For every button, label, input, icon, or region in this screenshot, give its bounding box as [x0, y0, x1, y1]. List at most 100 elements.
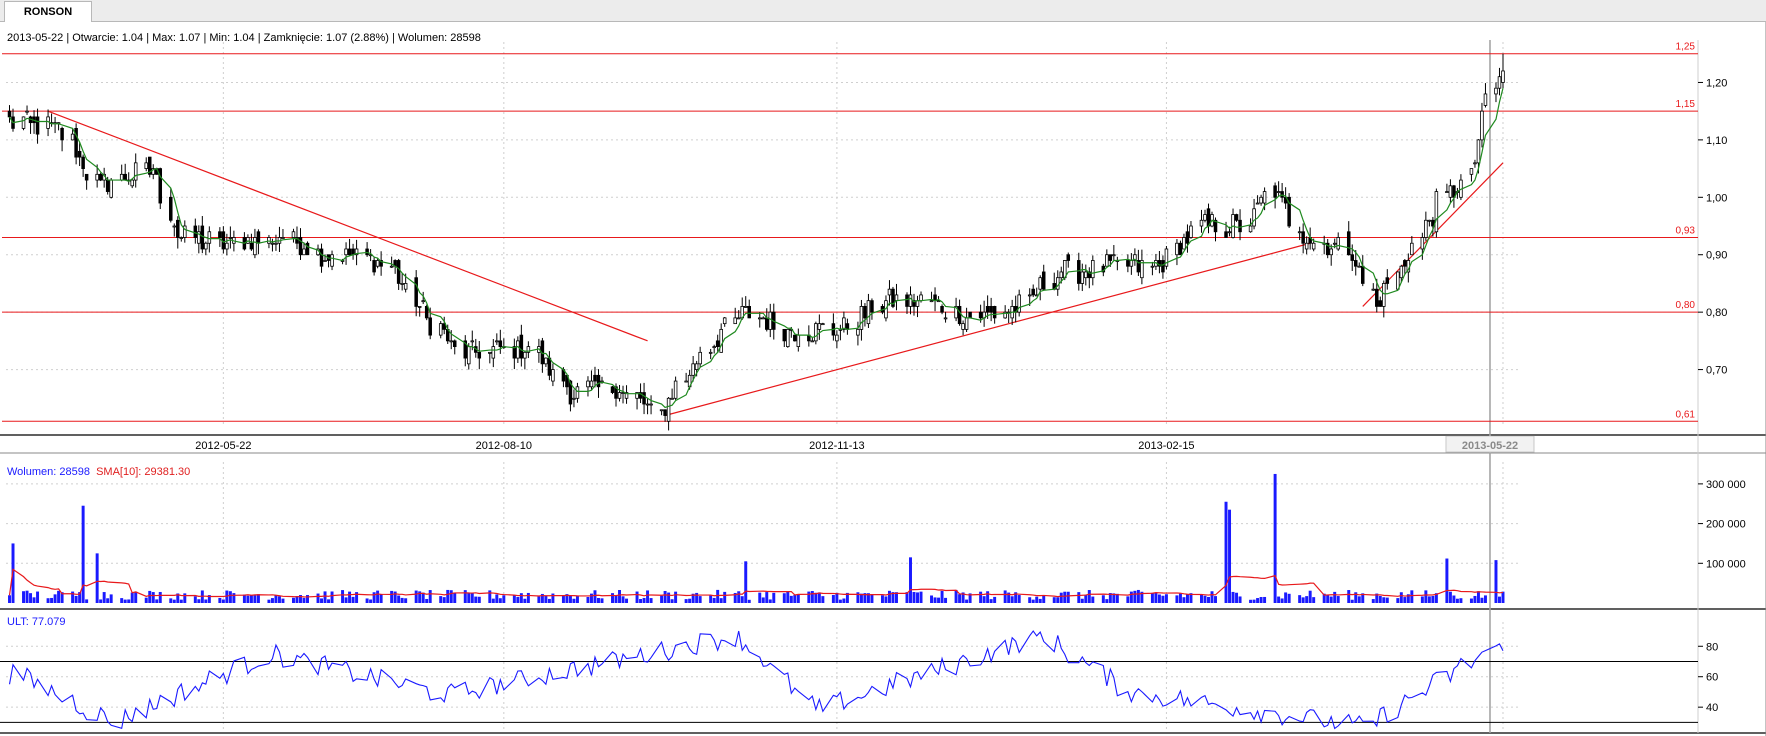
candle-body [912, 300, 916, 307]
candle-body [396, 260, 401, 284]
volume-bar [716, 589, 720, 603]
candle-body [1480, 110, 1484, 141]
candle-body [624, 392, 629, 399]
price-axis-label: 0,90 [1706, 250, 1727, 262]
volume-bar [1378, 595, 1382, 603]
volume-bar [1308, 590, 1312, 603]
date-axis-label: 2012-08-10 [476, 440, 532, 452]
volume-bar [183, 593, 187, 603]
candle-body [936, 300, 941, 303]
candle-body [817, 323, 822, 330]
volume-bar [85, 599, 89, 603]
volume-bar [1301, 597, 1305, 603]
volume-bar [197, 599, 201, 603]
volume-bar [302, 597, 306, 603]
candle-body [968, 311, 972, 319]
volume-bar [1455, 598, 1459, 603]
volume-bar [74, 595, 78, 603]
volume-bar [1077, 592, 1081, 603]
volume-bar [1280, 598, 1284, 603]
horizontal-level-label: 1,15 [1676, 99, 1696, 110]
volume-bar [1452, 595, 1456, 603]
candle-body [736, 317, 741, 320]
tab-ronson[interactable]: RONSON [4, 1, 92, 22]
candle-body [144, 162, 148, 169]
candle-body [1371, 288, 1376, 291]
candle-body [526, 346, 531, 353]
volume-bar [639, 599, 643, 603]
volume-bar [667, 592, 671, 603]
candle-body [95, 173, 99, 181]
volume-bar [379, 594, 383, 603]
candle-body [204, 242, 208, 250]
volume-bar [221, 599, 225, 603]
volume-bar [102, 592, 106, 603]
volume-bar [109, 594, 113, 603]
candle-body [1497, 76, 1502, 89]
volume-bar [1238, 596, 1242, 603]
candle-body [1161, 260, 1165, 273]
candle-body [1252, 208, 1256, 227]
volume-bar [242, 594, 246, 603]
volume-bar [1448, 591, 1452, 603]
volume-bar [968, 593, 972, 603]
volume-bar [646, 590, 650, 603]
candle-body [698, 351, 702, 365]
candle-body [172, 225, 177, 228]
candle-body [347, 248, 352, 256]
volume-bar [723, 591, 727, 603]
candle-body [1178, 242, 1183, 256]
volume-bar [961, 592, 965, 603]
candle-body [1238, 219, 1242, 233]
candle-body [835, 334, 839, 342]
candle-body [1234, 214, 1239, 221]
volume-bar [207, 595, 211, 603]
volume-bar [1469, 598, 1473, 603]
volume-bar [1052, 597, 1056, 603]
volume-bar [565, 594, 569, 603]
candle-body [438, 323, 443, 336]
candle-body [1403, 260, 1407, 267]
volume-bar [404, 598, 408, 603]
volume-bar [1231, 591, 1235, 603]
candle-body [119, 173, 124, 181]
volume-bar [1410, 590, 1414, 603]
candle-body [919, 294, 923, 302]
candle-body [1077, 260, 1081, 284]
volume-bars [8, 473, 1505, 603]
volume-bar [1333, 591, 1337, 603]
volume-bar [1287, 593, 1291, 603]
candle-body [147, 156, 152, 175]
volume-bar [57, 590, 61, 603]
volume-legend-sma: SMA[10]: 29381.30 [96, 466, 191, 478]
candle-body [414, 277, 418, 307]
candle-body [270, 242, 275, 245]
candle-body [1087, 271, 1092, 279]
candle-body [712, 346, 716, 349]
volume-bar [270, 598, 274, 603]
volume-bar [856, 592, 860, 603]
volume-bar [306, 595, 309, 603]
volume-bar [674, 591, 678, 603]
candle-body [929, 300, 934, 303]
candle-body [1189, 225, 1193, 238]
candle-body [179, 237, 184, 239]
volume-bar [1406, 594, 1410, 603]
candle-body [98, 173, 103, 181]
volume-bar [418, 591, 422, 603]
candle-body [74, 127, 78, 158]
volume-bar [993, 596, 997, 603]
volume-bar [291, 597, 295, 603]
candle-body [1041, 271, 1046, 290]
candle-body [298, 237, 303, 256]
volume-bar [428, 590, 432, 603]
candle-body [158, 168, 163, 204]
candle-body [1259, 196, 1263, 204]
candle-body [954, 306, 958, 319]
volume-bar [1420, 596, 1424, 603]
volume-bar [1354, 592, 1358, 603]
candle-body [452, 340, 457, 348]
candle-body [1262, 191, 1267, 204]
candle-body [463, 340, 468, 359]
